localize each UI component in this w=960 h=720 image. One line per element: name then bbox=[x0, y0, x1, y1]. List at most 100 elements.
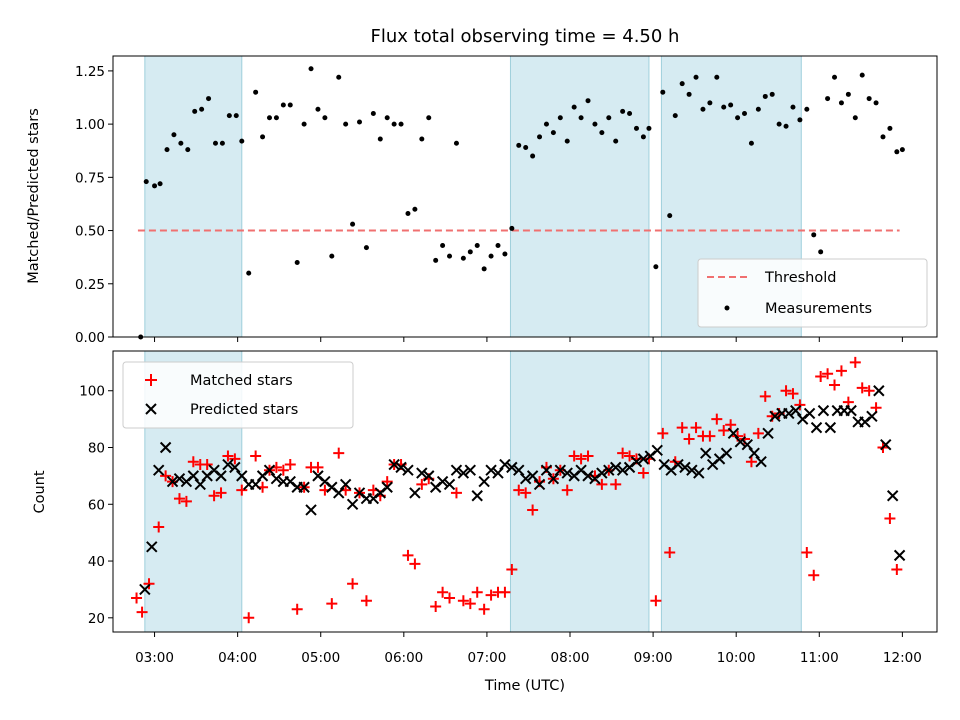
predicted-star-point bbox=[222, 458, 234, 471]
predicted-star-point bbox=[873, 385, 885, 397]
y-tick-label: 100 bbox=[79, 384, 105, 400]
predicted-star-point bbox=[333, 487, 345, 499]
predicted-star-point bbox=[416, 467, 428, 479]
predicted-star-point bbox=[845, 404, 857, 417]
measurement-point bbox=[633, 125, 639, 131]
matched-star-point bbox=[201, 459, 213, 471]
x-tick-label: 06:00 bbox=[384, 650, 423, 666]
matched-star-point bbox=[464, 598, 476, 610]
measurement-point bbox=[866, 96, 872, 102]
x-tick-label: 09:00 bbox=[634, 650, 673, 666]
matched-star-point bbox=[664, 547, 676, 559]
predicted-star-point bbox=[616, 464, 629, 476]
predicted-star-point bbox=[139, 583, 151, 596]
measurement-point bbox=[667, 213, 673, 219]
matched-star-point bbox=[444, 592, 456, 604]
matched-star-point bbox=[326, 598, 338, 610]
measurement-point bbox=[350, 221, 356, 227]
matched-star-point bbox=[624, 450, 636, 462]
predicted-star-point bbox=[762, 427, 774, 440]
measurement-point bbox=[707, 100, 713, 106]
measurement-point bbox=[776, 121, 782, 127]
predicted-star-point bbox=[693, 467, 705, 479]
x-tick-label: 04:00 bbox=[218, 650, 257, 666]
matched-star-point bbox=[676, 422, 688, 434]
predicted-star-point bbox=[866, 410, 878, 422]
bottom-plot-frame bbox=[112, 350, 938, 633]
y-tick-label: 0.25 bbox=[75, 277, 105, 293]
predicted-star-point bbox=[824, 421, 837, 434]
legend-predicted-swatch bbox=[145, 403, 157, 415]
predicted-star-point bbox=[263, 464, 276, 476]
measurement-point bbox=[226, 113, 232, 119]
bottom-x-axis-ticks: 03:00 04:00 05:00 06:00 07:00 08:00 09:00 10:00… bbox=[135, 632, 922, 666]
measurement-point bbox=[363, 245, 369, 251]
measurement-point bbox=[391, 121, 397, 127]
measurement-point bbox=[592, 121, 598, 127]
measurement-point bbox=[516, 142, 522, 148]
measurement-point bbox=[219, 140, 225, 146]
top-plot-frame bbox=[112, 55, 938, 338]
measurement-point bbox=[714, 74, 720, 80]
predicted-star-point bbox=[554, 464, 567, 476]
top-panel: 0.00 0.25 0.50 0.75 1.00 1.25 Matched/Predict… bbox=[26, 55, 938, 346]
matched-star-point bbox=[277, 464, 289, 476]
bottom-x-axis-label: Time (UTC) bbox=[484, 678, 565, 694]
predicted-star-point bbox=[152, 464, 165, 476]
top-y-axis-ticks: 0.00 0.25 0.50 0.75 1.00 1.25 bbox=[75, 64, 113, 346]
measurement-point bbox=[825, 96, 831, 102]
predicted-star-point bbox=[423, 470, 435, 482]
predicted-star-point bbox=[803, 407, 816, 420]
x-tick-label: 03:00 bbox=[135, 650, 174, 666]
measurement-point bbox=[419, 136, 425, 142]
measurement-point bbox=[769, 91, 775, 97]
measurement-point bbox=[783, 123, 789, 129]
measurement-point bbox=[453, 140, 459, 146]
y-tick-label: 40 bbox=[88, 554, 105, 570]
matched-star-point bbox=[160, 470, 172, 482]
bottom-legend-box bbox=[122, 361, 354, 429]
measurement-point bbox=[426, 115, 432, 121]
measurement-point bbox=[370, 110, 376, 116]
predicted-star-point bbox=[436, 475, 449, 488]
shaded-interval bbox=[660, 350, 802, 633]
predicted-star-point bbox=[395, 461, 407, 474]
measurement-point bbox=[467, 249, 473, 255]
matched-star-point bbox=[409, 558, 421, 570]
matched-star-point bbox=[884, 512, 896, 524]
measurement-point bbox=[322, 115, 328, 121]
measurement-point bbox=[790, 104, 796, 110]
matched-star-point bbox=[173, 493, 185, 505]
predicted-star-point bbox=[880, 438, 892, 451]
top-legend: Threshold Measurements bbox=[697, 258, 928, 328]
predicted-star-point bbox=[817, 404, 830, 417]
measurement-point bbox=[728, 102, 734, 108]
top-y-axis-label: Matched/Predicted stars bbox=[26, 108, 42, 284]
measurement-point bbox=[679, 81, 685, 87]
predicted-star-point bbox=[270, 473, 283, 485]
measurement-point bbox=[640, 134, 646, 140]
predicted-star-point bbox=[630, 455, 643, 468]
measurement-point bbox=[273, 115, 279, 121]
predicted-star-point bbox=[748, 447, 760, 459]
predicted-star-point bbox=[526, 470, 539, 482]
predicted-star-point bbox=[893, 549, 906, 562]
predicted-star-point bbox=[513, 464, 525, 476]
predicted-star-point bbox=[187, 470, 200, 482]
predicted-star-point bbox=[700, 447, 712, 459]
matched-star-point bbox=[780, 385, 792, 397]
y-tick-label: 80 bbox=[88, 441, 105, 457]
matched-star-point bbox=[143, 578, 155, 590]
measurement-point bbox=[502, 251, 508, 257]
matched-star-point bbox=[450, 487, 462, 499]
measurement-point bbox=[343, 121, 349, 127]
top-chart-title: Flux total observing time = 4.50 h bbox=[371, 26, 680, 47]
matched-star-point bbox=[637, 467, 649, 479]
predicted-star-point bbox=[159, 441, 172, 454]
measurement-point bbox=[899, 147, 905, 153]
measurement-point bbox=[474, 242, 480, 248]
matched-star-point bbox=[333, 447, 345, 459]
matched-star-point bbox=[822, 368, 834, 380]
predicted-star-point bbox=[790, 404, 802, 417]
predicted-star-point bbox=[457, 467, 470, 479]
